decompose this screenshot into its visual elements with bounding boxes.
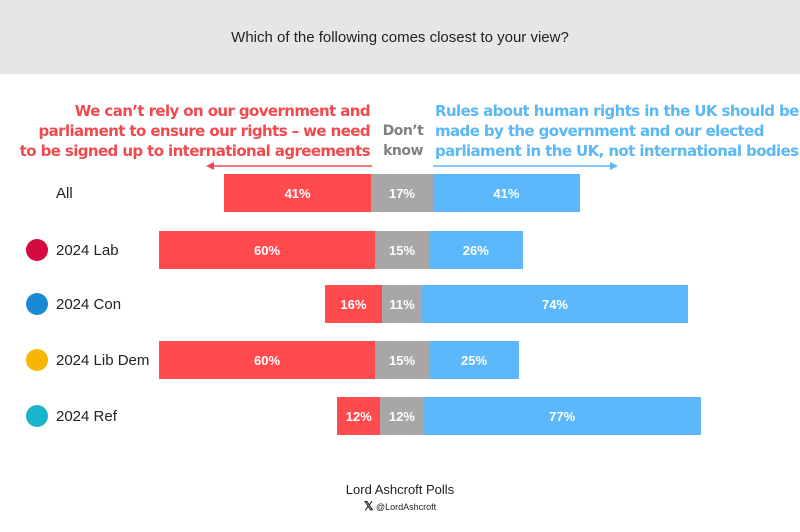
bar-uk-parliament: 25% <box>429 341 519 379</box>
bar-dont-know: 11% <box>382 285 422 323</box>
left-header-line: parliament to ensure our rights – we nee… <box>38 122 370 140</box>
bar-uk-parliament: 74% <box>421 285 689 323</box>
left-arrow-icon <box>206 162 372 170</box>
data-label: 60% <box>253 352 281 368</box>
dk-header-line: know <box>383 143 423 159</box>
right-header-line: parliament in the UK, not international … <box>435 142 799 160</box>
dk-header-line: Don’t <box>382 123 424 139</box>
x-logo-icon: 𝕏 <box>363 499 374 513</box>
data-label: 15% <box>388 242 416 258</box>
bar-agreements: 60% <box>159 231 375 269</box>
bar-agreements: 12% <box>337 397 381 435</box>
data-label: 77% <box>549 408 576 424</box>
category-label: 2024 Con <box>56 295 122 313</box>
footer-handle: 𝕏 @LordAshcroft <box>0 499 800 513</box>
footer-handle-text: @LordAshcroft <box>376 502 437 512</box>
bar-agreements: 16% <box>324 285 383 323</box>
labour-rose-icon <box>26 239 48 261</box>
data-label: 16% <box>340 296 367 312</box>
data-label: 41% <box>284 185 311 201</box>
data-label: 74% <box>541 296 568 312</box>
data-label: 12% <box>345 408 372 424</box>
data-label: 60% <box>253 242 281 258</box>
footer-brand: Lord Ashcroft Polls <box>345 482 455 497</box>
bar-uk-parliament: 77% <box>423 397 701 435</box>
category-label: All <box>56 184 73 202</box>
data-label: 15% <box>388 352 416 368</box>
bar-agreements: 41% <box>223 174 372 212</box>
bar-uk-parliament: 41% <box>432 174 581 212</box>
right-arrow-icon <box>433 162 618 170</box>
conservative-tree-icon <box>26 293 48 315</box>
bar-agreements: 60% <box>159 341 375 379</box>
right-option-header: Rules about human rights in the UK shoul… <box>435 101 799 161</box>
category-label: 2024 Lab <box>56 241 119 259</box>
data-label: 11% <box>389 296 415 312</box>
category-label: 2024 Ref <box>56 407 117 425</box>
left-option-header: We can’t rely on our government and parl… <box>19 101 371 161</box>
data-label: 26% <box>462 242 489 258</box>
bar-dont-know: 15% <box>375 231 429 269</box>
data-label: 12% <box>388 408 415 424</box>
right-header-line: Rules about human rights in the UK shoul… <box>435 102 799 120</box>
bar-dont-know: 17% <box>371 174 433 212</box>
bar-uk-parliament: 26% <box>429 231 523 269</box>
bar-dont-know: 15% <box>375 341 429 379</box>
left-header-line: to be signed up to international agreeme… <box>19 142 371 160</box>
data-label: 25% <box>460 352 488 368</box>
left-header-line: We can’t rely on our government and <box>74 102 371 120</box>
reform-icon <box>26 405 48 427</box>
dont-know-header: Don’t know <box>380 121 426 161</box>
right-header-line: made by the government and our elected <box>435 122 764 140</box>
category-label: 2024 Lib Dem <box>56 351 150 369</box>
data-label: 17% <box>388 185 415 201</box>
libdem-bird-icon <box>26 349 48 371</box>
chart-title: Which of the following comes closest to … <box>0 0 800 74</box>
bar-dont-know: 12% <box>380 397 424 435</box>
data-label: 41% <box>493 185 520 201</box>
